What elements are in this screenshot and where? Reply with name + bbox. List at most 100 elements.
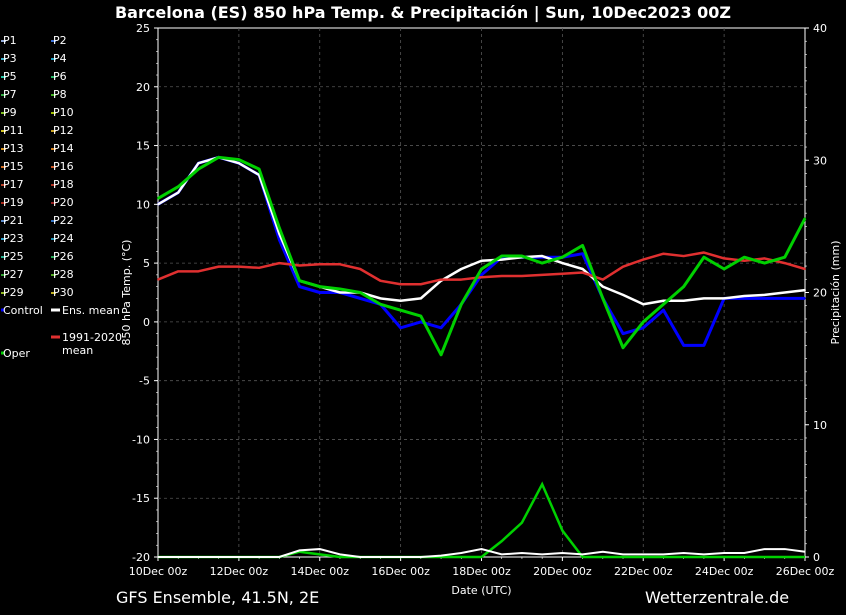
legend-label-p14: P14 [53, 142, 74, 155]
temp-point [561, 262, 564, 265]
temp-point [622, 346, 624, 349]
temp-point [359, 268, 362, 270]
y2-tick-label: 20 [813, 287, 827, 300]
legend-label-p23: P23 [3, 232, 24, 245]
legend-label-p10: P10 [53, 106, 74, 119]
y-tick-label: 5 [143, 257, 150, 270]
temp-point [783, 297, 786, 300]
x-tick-label: 22Dec 00z [614, 565, 673, 578]
temp-point [682, 299, 685, 302]
legend-label-p4: P4 [53, 52, 67, 65]
y-axis-label: 850 hPa Temp. (°C) [120, 240, 133, 346]
legend-label-p29: P29 [3, 286, 24, 299]
temp-point [419, 315, 422, 317]
temp-point [440, 326, 442, 329]
precip-line-ens-mean [158, 548, 806, 558]
legend-label-1991-2020-mean: mean [62, 344, 93, 357]
x-axis-label: Date (UTC) [451, 584, 511, 597]
temp-point [298, 285, 301, 288]
temp-point [460, 268, 463, 270]
temp-point [500, 275, 503, 277]
temp-point [581, 271, 584, 274]
temp-point [662, 299, 665, 302]
temp-point [662, 309, 665, 312]
temp-point [379, 303, 382, 306]
temp-point [237, 162, 240, 165]
temp-point [298, 264, 301, 267]
temp-point [318, 263, 321, 266]
legend-label-p15: P15 [3, 160, 24, 173]
legend-label-p13: P13 [3, 142, 24, 155]
temp-point [258, 168, 260, 170]
x-tick-label: 18Dec 00z [452, 565, 511, 578]
legend-label-p21: P21 [3, 214, 24, 227]
y-tick-label: 20 [136, 81, 150, 94]
temp-point [622, 332, 624, 335]
legend-label-p17: P17 [3, 178, 24, 191]
legend-label-p5: P5 [3, 70, 17, 83]
temp-point [278, 232, 281, 235]
temp-point [278, 238, 281, 241]
temp-point [541, 255, 544, 257]
temp-point [217, 156, 220, 159]
x-tick-label: 16Dec 00z [371, 565, 430, 578]
temp-point [783, 262, 786, 265]
y-tick-label: -10 [132, 433, 150, 446]
temp-point [278, 226, 281, 229]
temp-point [258, 266, 260, 269]
legend-label-p20: P20 [53, 196, 74, 209]
temp-point [460, 303, 463, 306]
temp-point [419, 320, 422, 323]
temp-point [743, 256, 746, 259]
legend-label-p19: P19 [3, 196, 24, 209]
temp-point [743, 297, 746, 300]
temp-point [642, 258, 645, 261]
y-tick-label: -20 [132, 551, 150, 564]
y2-tick-label: 40 [813, 22, 827, 35]
y-tick-label: 25 [136, 22, 150, 35]
temp-point [541, 273, 544, 276]
temp-point [581, 252, 584, 255]
temp-point [763, 293, 766, 296]
temp-point [399, 326, 402, 329]
legend-label-p7: P7 [3, 88, 17, 101]
model-location-label: GFS Ensemble, 41.5N, 2E [116, 588, 320, 607]
temp-point [601, 285, 604, 288]
legend-label-p18: P18 [53, 178, 74, 191]
y-tick-label: -5 [139, 375, 150, 388]
temp-point [217, 265, 220, 268]
x-tick-label: 14Dec 00z [290, 565, 349, 578]
temp-point [561, 272, 564, 275]
temp-point [399, 309, 402, 312]
temp-point [642, 326, 645, 329]
legend-label-p12: P12 [53, 124, 74, 137]
temp-point [642, 320, 645, 323]
temp-point [783, 291, 786, 294]
temp-point [399, 283, 402, 286]
temp-point [662, 303, 665, 306]
legend-label-p1: P1 [3, 34, 17, 47]
x-tick-label: 20Dec 00z [533, 565, 592, 578]
legend-label-p8: P8 [53, 88, 67, 101]
temp-point [622, 293, 624, 296]
temp-point [723, 257, 726, 260]
legend-label-p28: P28 [53, 268, 74, 281]
temp-point [197, 168, 200, 170]
temp-point [480, 273, 483, 276]
legend-label-p2: P2 [53, 34, 67, 47]
legend-label-p27: P27 [3, 268, 24, 281]
temp-point [480, 276, 483, 279]
y2-tick-label: 0 [813, 551, 820, 564]
temp-point [359, 297, 362, 300]
temp-point [682, 285, 685, 288]
temp-point [339, 288, 341, 290]
temp-point [642, 303, 645, 306]
x-tick-label: 10Dec 00z [129, 565, 188, 578]
temp-point [379, 279, 382, 282]
temp-point [399, 299, 402, 302]
temp-point [521, 255, 523, 257]
legend-label-control: Control [3, 304, 43, 317]
y2-tick-label: 10 [813, 419, 827, 432]
temp-point [197, 270, 200, 273]
temp-point [359, 291, 362, 294]
